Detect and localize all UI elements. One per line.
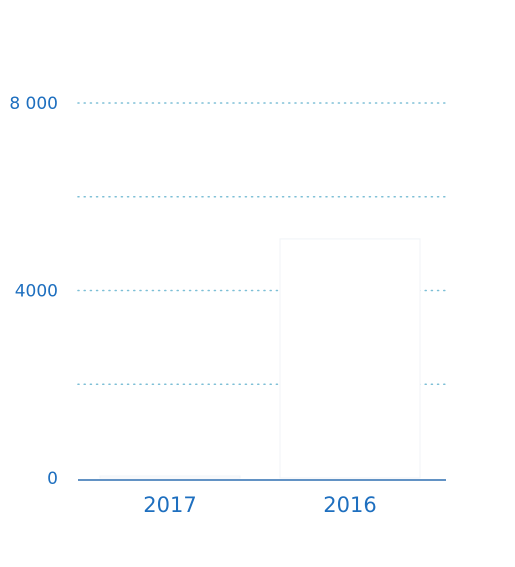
gridlines: [77, 102, 447, 386]
x-axis-category-labels: 2017 2016: [143, 493, 376, 517]
x-category-label-2016: 2016: [323, 493, 376, 517]
bar-2016: [279, 238, 421, 479]
bars: [99, 238, 421, 479]
y-tick-label-8000: 8 000: [9, 94, 58, 114]
y-tick-label-0: 0: [47, 469, 58, 489]
y-tick-label-4000: 4000: [15, 282, 58, 302]
bar-2017: [99, 475, 241, 479]
y-axis-tick-labels: 0 4000 8 000: [9, 94, 58, 489]
x-category-label-2017: 2017: [143, 493, 196, 517]
